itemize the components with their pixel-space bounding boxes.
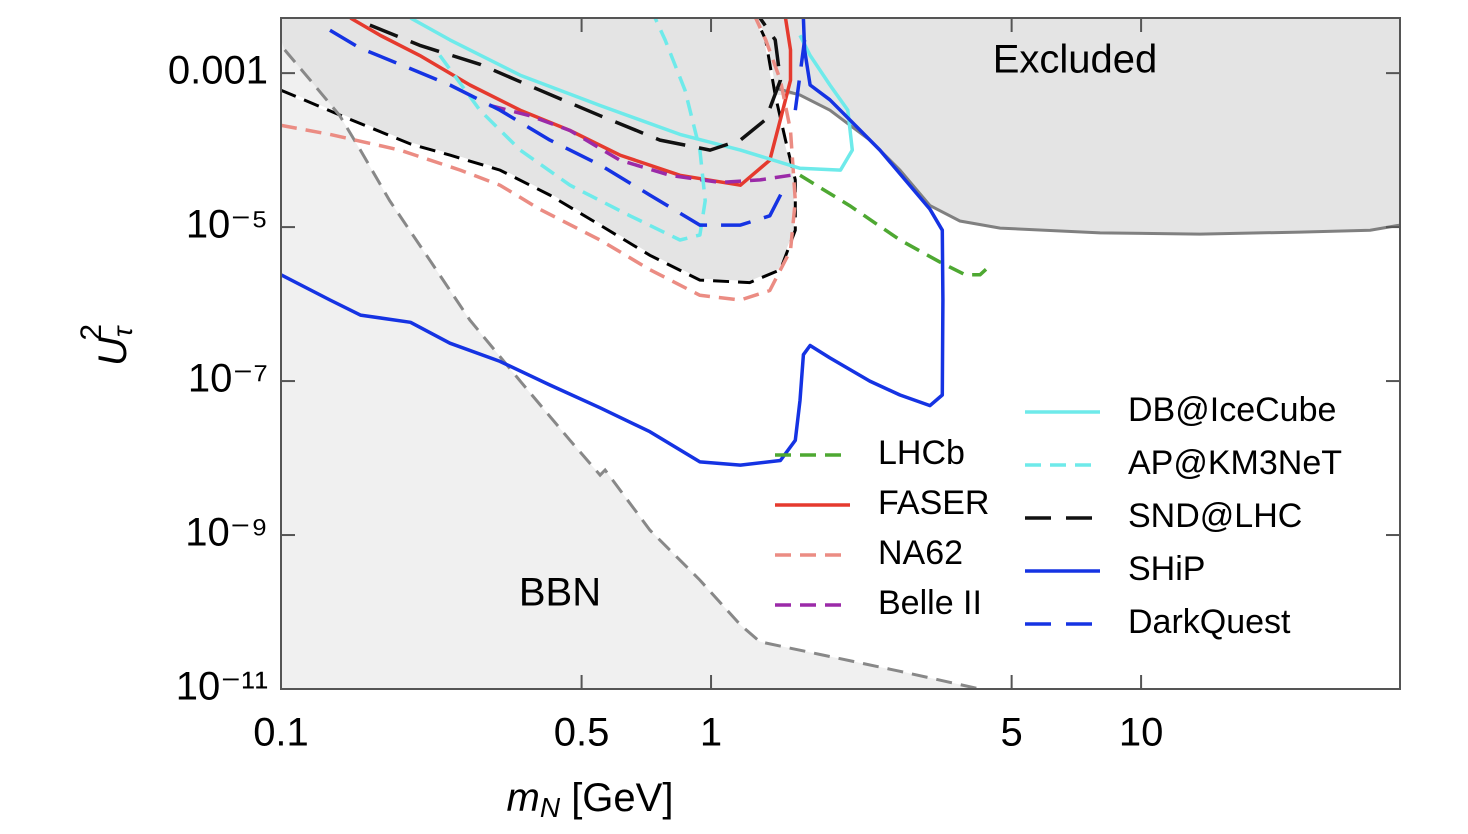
- series-line: [349, 18, 793, 187]
- x-tick-label: 10: [1119, 711, 1164, 755]
- legend-label: DarkQuest: [1128, 603, 1291, 641]
- x-axis-label: mN [GeV]: [507, 776, 674, 824]
- y-tick-label: 10⁻¹¹: [176, 665, 268, 709]
- x-label-sub: N: [540, 792, 561, 823]
- series-line: [438, 18, 707, 242]
- series-line: [281, 18, 945, 467]
- y-tick-label: 10⁻⁷: [188, 357, 268, 401]
- legend-label: AP@KM3NeT: [1128, 444, 1342, 482]
- boundary-line: [281, 18, 797, 285]
- region: [281, 18, 1400, 283]
- plot-frame: [280, 17, 1401, 690]
- legend-label: FASER: [878, 484, 989, 522]
- y-tick-label: 10⁻⁹: [185, 511, 268, 555]
- y-label-sub: τ: [107, 325, 138, 337]
- y-label-sup: 2: [75, 324, 108, 341]
- region-label: BBN: [519, 571, 601, 615]
- y-label-base: U: [91, 336, 135, 366]
- legend-label: SND@LHC: [1128, 497, 1302, 535]
- y-axis-label: Uτ2: [75, 324, 138, 366]
- x-tick-label: 1: [700, 711, 722, 755]
- x-tick-label: 5: [1001, 711, 1023, 755]
- series-line: [409, 18, 855, 172]
- legend-label: DB@IceCube: [1128, 391, 1336, 429]
- region-label: Excluded: [993, 38, 1158, 82]
- series-line: [489, 103, 791, 185]
- x-tick-label: 0.5: [554, 711, 610, 755]
- series-line: [799, 173, 989, 277]
- legend-label: LHCb: [878, 434, 965, 472]
- series-line: [369, 18, 783, 152]
- y-tick-label: 0.001: [168, 49, 268, 93]
- x-label-rest: [GeV]: [560, 776, 673, 820]
- x-tick-label: 0.1: [253, 711, 309, 755]
- y-tick-label: 10⁻⁵: [186, 203, 268, 247]
- legend-label: SHiP: [1128, 550, 1205, 588]
- legend-label: NA62: [878, 534, 963, 572]
- series-line: [329, 28, 807, 227]
- boundary-line: [774, 86, 1400, 236]
- plot-area: [281, 18, 1400, 689]
- series-line: [281, 18, 798, 302]
- legend-label: Belle II: [878, 584, 982, 622]
- region: [281, 39, 980, 689]
- x-label-base: m: [507, 776, 540, 820]
- boundary-line: [283, 48, 981, 689]
